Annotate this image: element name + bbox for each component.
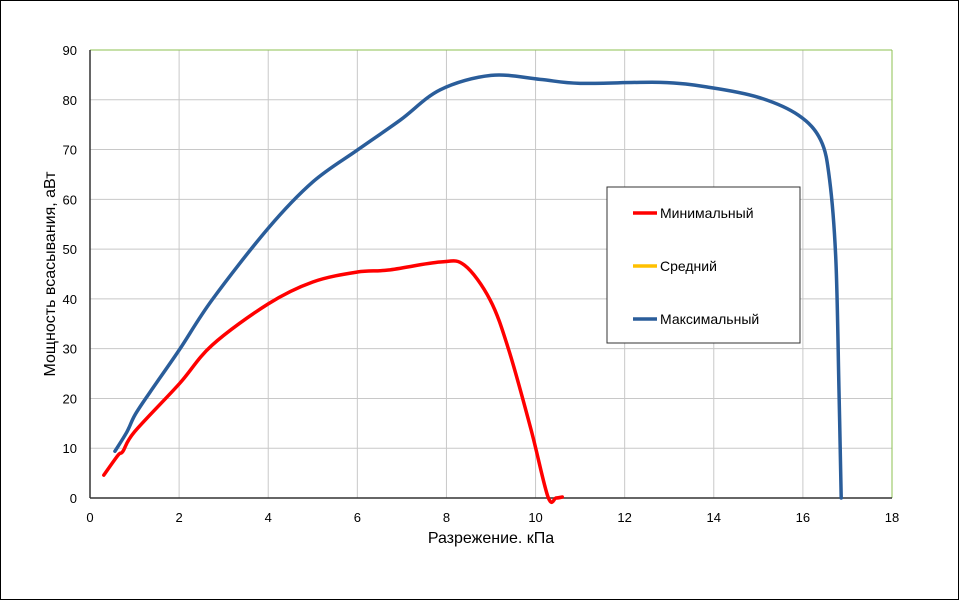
x-tick-label: 12: [617, 510, 631, 525]
x-tick-label: 2: [175, 510, 182, 525]
y-tick-label: 40: [63, 292, 77, 307]
y-tick-label: 30: [63, 342, 77, 357]
y-tick-label: 50: [63, 242, 77, 257]
plot-border: [89, 49, 893, 499]
legend-label: Средний: [660, 258, 717, 274]
x-axis-title: Разрежение. кПа: [428, 530, 554, 547]
y-tick-label: 20: [63, 391, 77, 406]
x-tick-label: 14: [707, 510, 721, 525]
legend-label: Минимальный: [660, 205, 754, 221]
x-tick-label: 6: [354, 510, 361, 525]
y-tick-labels: 0 10 20 30 40 50 60 70 80 90: [63, 43, 77, 506]
y-tick-label: 90: [63, 43, 77, 58]
y-tick-label: 80: [63, 93, 77, 108]
series-line-0: [102, 259, 565, 505]
x-tick-labels: 0 2 4 6 8 10 12 14 16 18: [86, 510, 899, 525]
y-tick-label: 70: [63, 143, 77, 158]
y-tick-label: 0: [70, 491, 77, 506]
x-tick-label: 10: [528, 510, 542, 525]
series-line-2: [113, 73, 843, 500]
legend-label: Максимальный: [660, 311, 759, 327]
x-tick-label: 16: [796, 510, 810, 525]
y-tick-label: 60: [63, 192, 77, 207]
y-axis-title: Мощность всасывания, аВт: [42, 171, 59, 377]
legend: Минимальный Средний Максимальный: [606, 186, 801, 344]
series-lines: [102, 73, 843, 505]
y-tick-label: 10: [63, 441, 77, 456]
x-tick-label: 4: [265, 510, 272, 525]
x-tick-label: 8: [443, 510, 450, 525]
x-tick-label: 0: [86, 510, 93, 525]
x-tick-label: 18: [885, 510, 899, 525]
